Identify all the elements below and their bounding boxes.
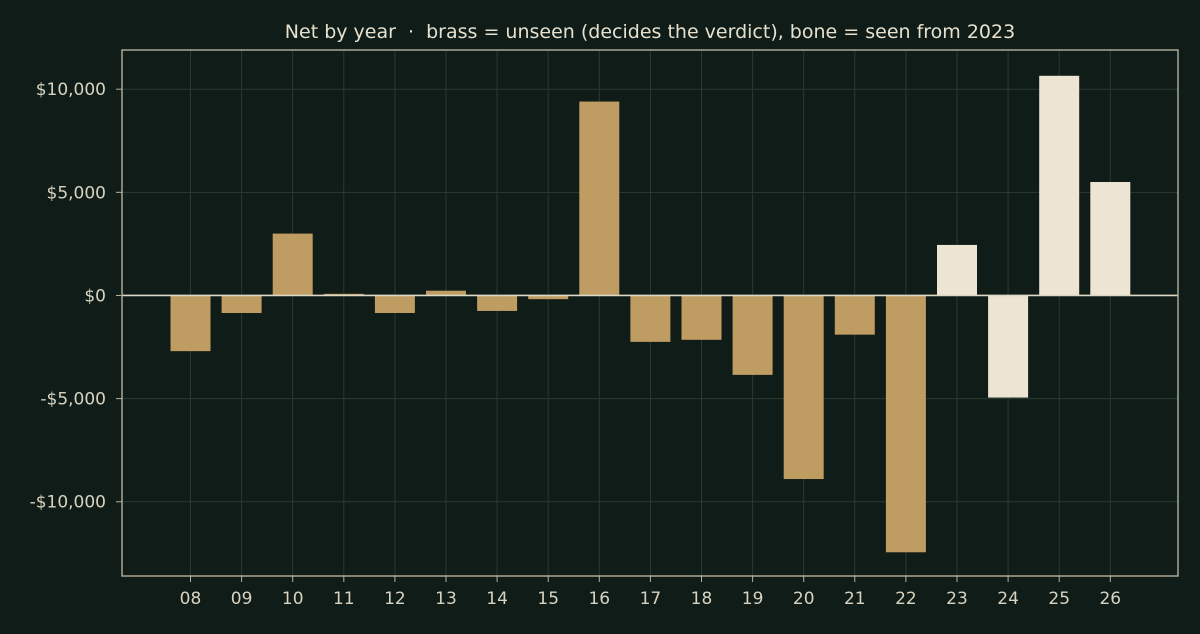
bar-23: [937, 244, 977, 296]
bar-08: [170, 295, 211, 352]
bar-25: [1039, 75, 1080, 296]
y-tick-label: $5,000: [47, 183, 106, 203]
bar-16: [579, 101, 620, 296]
bar-20: [783, 295, 824, 480]
bar-24: [988, 295, 1029, 398]
bar-15: [528, 295, 569, 300]
x-tick-labels: 08 09 10 11 12 13 14 15 16 17 18 19 20 21 22 23 24 25 26: [180, 589, 1121, 609]
x-tick-label: 25: [1048, 589, 1070, 609]
x-tick-label: 22: [895, 589, 917, 609]
x-tick-label: 08: [180, 589, 202, 609]
x-tick-label: 24: [997, 589, 1019, 609]
y-tick-label: -$5,000: [40, 390, 106, 410]
x-tick-label: 11: [333, 589, 355, 609]
bar-09: [221, 295, 262, 313]
bar-14: [477, 295, 518, 311]
x-tick-label: 10: [282, 589, 304, 609]
axes: [116, 49, 1179, 582]
x-tick-label: 26: [1099, 589, 1121, 609]
x-tick-label: 20: [793, 589, 815, 609]
x-tick-label: 09: [231, 589, 253, 609]
x-tick-label: 18: [691, 589, 713, 609]
bar-11: [323, 293, 364, 296]
chart-title: Net by year · brass = unseen (decides th…: [285, 21, 1015, 43]
y-tick-labels: $10,000 $5,000 $0 -$5,000 -$10,000: [30, 80, 106, 513]
bar-22: [885, 295, 926, 553]
x-tick-label: 15: [537, 589, 559, 609]
bar-13: [426, 290, 466, 296]
bar-19: [732, 295, 773, 375]
y-tick-label: $10,000: [36, 80, 106, 100]
bars: [170, 75, 1131, 553]
bar-26: [1090, 182, 1131, 296]
bar-10: [272, 233, 313, 296]
x-tick-label: 21: [844, 589, 866, 609]
y-tick-label: -$10,000: [30, 493, 106, 513]
x-tick-label: 23: [946, 589, 968, 609]
y-tick-label: $0: [84, 286, 106, 306]
x-tick-label: 12: [384, 589, 406, 609]
x-tick-label: 16: [588, 589, 610, 609]
bar-17: [630, 295, 671, 342]
bar-21: [834, 295, 875, 335]
x-tick-label: 19: [742, 589, 764, 609]
bar-18: [681, 295, 722, 340]
bar-12: [374, 295, 415, 313]
x-tick-label: 13: [435, 589, 457, 609]
x-tick-label: 17: [640, 589, 662, 609]
plot-frame: [121, 49, 1179, 577]
x-tick-label: 14: [486, 589, 508, 609]
